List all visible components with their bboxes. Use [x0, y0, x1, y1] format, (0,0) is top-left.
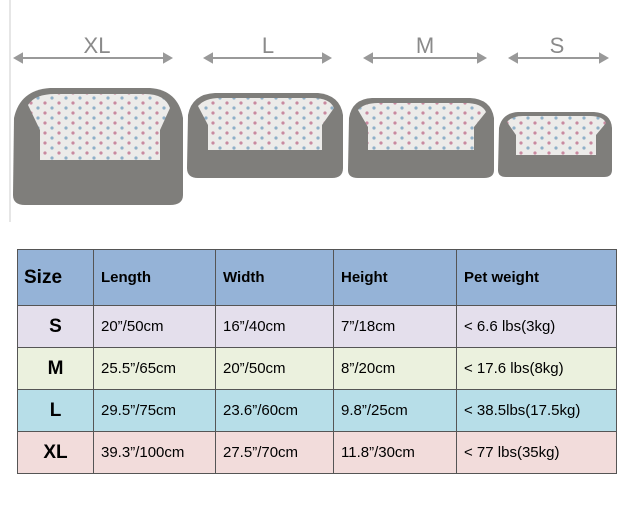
table-cell: 20”/50cm: [215, 347, 334, 390]
table-row: S 20”/50cm 16”/40cm 7”/18cm < 6.6 lbs(3kg): [17, 305, 617, 348]
size-cell: L: [17, 389, 94, 432]
bed-l: [187, 93, 343, 178]
size-label: S: [550, 33, 565, 58]
header-row: Size Length Width Height Pet weight: [17, 249, 617, 306]
table-cell: 20”/50cm: [93, 305, 216, 348]
table-cell: 7”/18cm: [333, 305, 457, 348]
table-cell: 25.5”/65cm: [93, 347, 216, 390]
bed-m: [348, 98, 494, 178]
table-cell: 39.3”/100cm: [93, 431, 216, 474]
header-cell: Width: [215, 249, 334, 306]
size-label: XL: [84, 33, 111, 58]
table-row: M 25.5”/65cm 20”/50cm 8”/20cm < 17.6 lbs(8kg…: [17, 347, 617, 390]
product-image: XL L M S: [9, 0, 612, 222]
table-row: XL 39.3”/100cm 27.5”/70cm 11.8”/30cm < 77 lb…: [17, 431, 617, 474]
header-cell: Height: [333, 249, 457, 306]
table-cell: < 77 lbs(35kg): [456, 431, 617, 474]
bed-xl: [13, 88, 183, 205]
table-cell: < 6.6 lbs(3kg): [456, 305, 617, 348]
header-cell: Length: [93, 249, 216, 306]
header-cell: Pet weight: [456, 249, 617, 306]
size-label: M: [416, 33, 434, 58]
table-cell: 9.8”/25cm: [333, 389, 457, 432]
size-cell: M: [17, 347, 94, 390]
size-label: L: [262, 33, 274, 58]
table-cell: 27.5”/70cm: [215, 431, 334, 474]
size-table: Size Length Width Height Pet weight S 20”/50c…: [17, 249, 617, 474]
table-cell: 16”/40cm: [215, 305, 334, 348]
table-cell: 11.8”/30cm: [333, 431, 457, 474]
table-cell: 23.6”/60cm: [215, 389, 334, 432]
bed-s: [498, 112, 612, 177]
table-cell: < 17.6 lbs(8kg): [456, 347, 617, 390]
table-cell: < 38.5lbs(17.5kg): [456, 389, 617, 432]
size-cell: XL: [17, 431, 94, 474]
table-row: L 29.5”/75cm 23.6”/60cm 9.8”/25cm < 38.5lbs(…: [17, 389, 617, 432]
table-cell: 8”/20cm: [333, 347, 457, 390]
header-cell: Size: [17, 249, 94, 306]
size-cell: S: [17, 305, 94, 348]
table-cell: 29.5”/75cm: [93, 389, 216, 432]
